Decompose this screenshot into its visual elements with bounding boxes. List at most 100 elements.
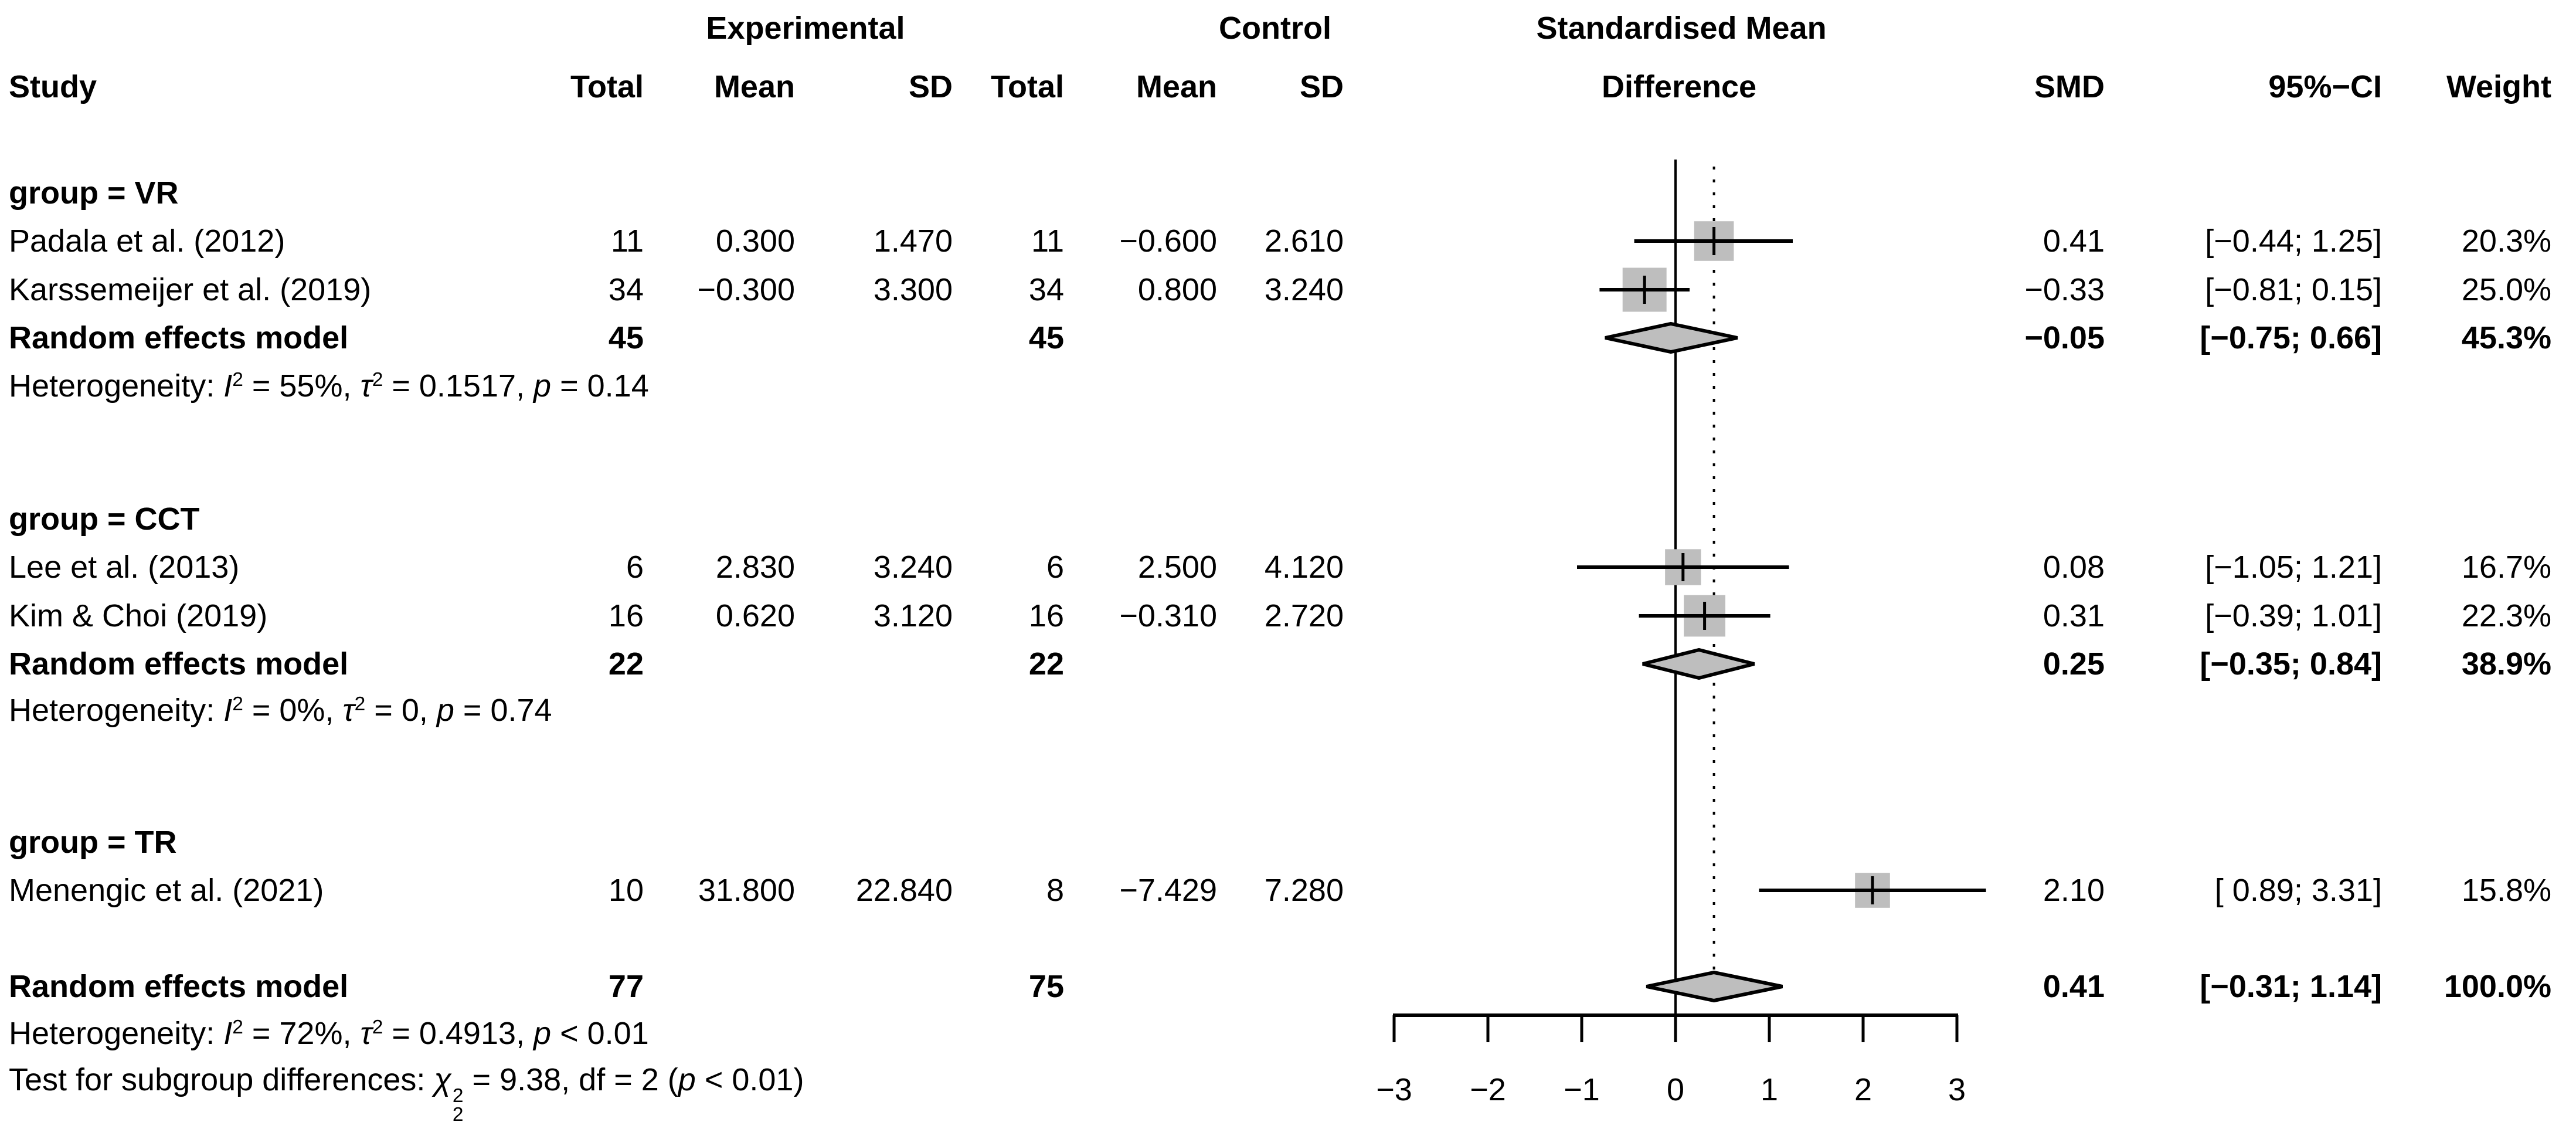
cell-ci: [−1.05; 1.21] [2205, 550, 2382, 585]
cell-weight: 16.7% [2461, 550, 2551, 585]
cell-weight: 22.3% [2461, 598, 2551, 633]
note-part: p [533, 368, 552, 404]
header-smd: SMD [2034, 69, 2105, 104]
row-note: Heterogeneity: I2 = 0%, τ2 = 0, p = 0.74 [0, 686, 2576, 734]
header-control: Control [1219, 11, 1331, 46]
cell-exp-total: 22 [608, 646, 644, 682]
note-part: I [223, 693, 233, 728]
note-part: p [678, 1062, 696, 1097]
note-part: I [223, 1016, 233, 1051]
cell-exp-total: 11 [610, 223, 644, 259]
row-group: group = TR [0, 818, 2576, 866]
row-note: Heterogeneity: I2 = 72%, τ2 = 0.4913, p … [0, 1009, 2576, 1057]
cell-smd: 0.41 [2043, 969, 2105, 1004]
cell-weight: 38.9% [2461, 646, 2551, 682]
cell-smd: 0.25 [2043, 646, 2105, 682]
cell-ci: [−0.75; 0.66] [2200, 320, 2382, 355]
cell-study-label: Padala et al. (2012) [9, 223, 286, 259]
cell-smd: 0.41 [2043, 223, 2105, 259]
cell-ci: [−0.35; 0.84] [2200, 646, 2382, 682]
row-pooled: Random effects model 45 45 −0.05 [−0.75; 0.6… [0, 314, 2576, 362]
cell-ctrl-total: 34 [1028, 272, 1064, 307]
cell-ctrl-mean: −0.600 [1119, 223, 1217, 259]
row-study: Kim & Choi (2019) 16 0.620 3.120 16 −0.310 2.7… [0, 592, 2576, 640]
cell-ctrl-sd: 4.120 [1264, 550, 1344, 585]
cell-study-label: Random effects model [9, 646, 349, 682]
cell-ctrl-sd: 7.280 [1264, 873, 1344, 908]
row-pooled: Random effects model 77 75 0.41 [−0.31; 1.14… [0, 962, 2576, 1011]
header-ci: 95%−CI [2268, 69, 2382, 104]
note-part: I [223, 368, 233, 404]
cell-weight: 25.0% [2461, 272, 2551, 307]
cell-study-label: Kim & Choi (2019) [9, 598, 268, 633]
cell-exp-mean: 31.800 [698, 873, 795, 908]
cell-study-label: group = TR [9, 825, 177, 860]
row-note: Heterogeneity: I2 = 55%, τ2 = 0.1517, p … [0, 362, 2576, 410]
cell-ci: [−0.81; 0.15] [2205, 272, 2382, 307]
note-part: Heterogeneity: [9, 1016, 224, 1051]
cell-study-label: Random effects model [9, 969, 349, 1004]
note-part: τ [360, 1016, 372, 1051]
cell-study-label: group = CCT [9, 501, 200, 537]
header-row-1: Experimental Control Standardised Mean [0, 4, 2576, 52]
cell-smd: −0.33 [2024, 272, 2105, 307]
cell-study-label: group = VR [9, 175, 179, 211]
header-weight: Weight [2446, 69, 2551, 104]
cell-exp-total: 34 [608, 272, 644, 307]
note-part: = 0%, [243, 693, 343, 728]
cell-exp-total: 45 [608, 320, 644, 355]
row-group: group = CCT [0, 495, 2576, 543]
note-part: 2 [354, 693, 366, 715]
note-part: p [436, 693, 454, 728]
header-study: Study [9, 69, 97, 104]
note-part: τ [360, 368, 372, 404]
cell-exp-mean: 0.620 [715, 598, 795, 633]
note-text: Heterogeneity: I2 = 0%, τ2 = 0, p = 0.74 [9, 686, 552, 739]
note-text: Heterogeneity: I2 = 72%, τ2 = 0.4913, p … [9, 1009, 649, 1062]
cell-ci: [−0.31; 1.14] [2200, 969, 2382, 1004]
cell-smd: −0.05 [2024, 320, 2105, 355]
cell-ci: [ 0.89; 3.31] [2214, 873, 2382, 908]
cell-ctrl-total: 6 [1046, 550, 1064, 585]
cell-study-label: Lee et al. (2013) [9, 550, 240, 585]
note-part: p [533, 1016, 552, 1051]
note-part: Test for subgroup differences: [9, 1062, 434, 1097]
cell-ctrl-total: 11 [1031, 223, 1064, 259]
note-part: 2 [232, 1016, 243, 1038]
row-study: Lee et al. (2013) 6 2.830 3.240 6 2.500 4.120 0… [0, 543, 2576, 591]
cell-ctrl-mean: −0.310 [1119, 598, 1217, 633]
row-study: Padala et al. (2012) 11 0.300 1.470 11 −0.600… [0, 217, 2576, 265]
cell-study-label: Menengic et al. (2021) [9, 873, 324, 908]
cell-exp-mean: 0.300 [715, 223, 795, 259]
cell-ctrl-total: 22 [1028, 646, 1064, 682]
cell-exp-sd: 3.120 [873, 598, 953, 633]
cell-ctrl-total: 8 [1046, 873, 1064, 908]
note-part: = 72%, [243, 1016, 361, 1051]
header-ctrl-sd: SD [1299, 69, 1344, 104]
cell-exp-total: 10 [608, 873, 644, 908]
note-part: 2 [232, 693, 243, 715]
note-part: = 0.14 [551, 368, 649, 404]
cell-smd: 0.08 [2043, 550, 2105, 585]
note-part: τ [342, 693, 355, 728]
header-smd-line1: Standardised Mean [1536, 11, 1827, 46]
cell-ctrl-mean: 0.800 [1137, 272, 1217, 307]
cell-smd: 2.10 [2043, 873, 2105, 908]
cell-weight: 45.3% [2461, 320, 2551, 355]
row-pooled: Random effects model 22 22 0.25 [−0.35; 0.84… [0, 640, 2576, 688]
row-study: Karssemeijer et al. (2019) 34 −0.300 3.300 3… [0, 266, 2576, 314]
cell-study-label: Karssemeijer et al. (2019) [9, 272, 372, 307]
header-ctrl-total: Total [991, 69, 1064, 104]
note-part: < 0.01 [551, 1016, 649, 1051]
cell-exp-total: 77 [608, 969, 644, 1004]
cell-exp-sd: 22.840 [855, 873, 953, 908]
header-exp-total: Total [570, 69, 644, 104]
cell-weight: 15.8% [2461, 873, 2551, 908]
note-part: = 9.38, df = 2 ( [463, 1062, 678, 1097]
cell-ci: [−0.39; 1.01] [2205, 598, 2382, 633]
note-part: = 0.1517, [383, 368, 534, 404]
